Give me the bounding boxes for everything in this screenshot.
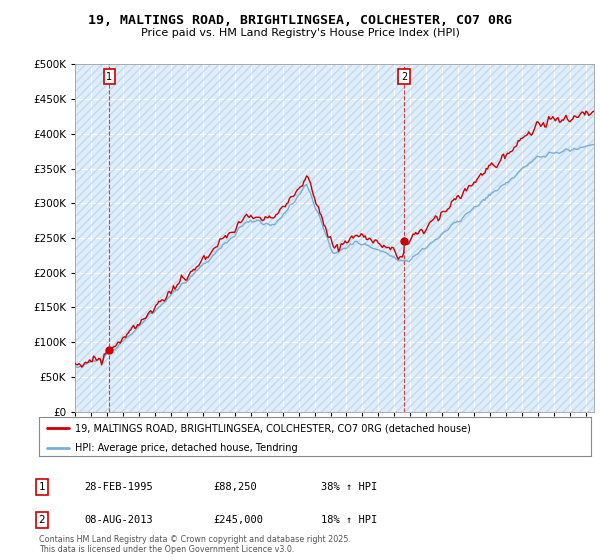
Text: 08-AUG-2013: 08-AUG-2013 — [84, 515, 153, 525]
Text: £88,250: £88,250 — [213, 482, 257, 492]
Text: 1: 1 — [38, 482, 46, 492]
Text: £245,000: £245,000 — [213, 515, 263, 525]
Text: 38% ↑ HPI: 38% ↑ HPI — [321, 482, 377, 492]
Text: 1: 1 — [106, 72, 113, 82]
Text: 2: 2 — [401, 72, 407, 82]
Text: 19, MALTINGS ROAD, BRIGHTLINGSEA, COLCHESTER, CO7 0RG (detached house): 19, MALTINGS ROAD, BRIGHTLINGSEA, COLCHE… — [75, 423, 471, 433]
Text: 18% ↑ HPI: 18% ↑ HPI — [321, 515, 377, 525]
Text: 28-FEB-1995: 28-FEB-1995 — [84, 482, 153, 492]
Text: Contains HM Land Registry data © Crown copyright and database right 2025.
This d: Contains HM Land Registry data © Crown c… — [39, 535, 351, 554]
Text: Price paid vs. HM Land Registry's House Price Index (HPI): Price paid vs. HM Land Registry's House … — [140, 28, 460, 38]
Text: 19, MALTINGS ROAD, BRIGHTLINGSEA, COLCHESTER, CO7 0RG: 19, MALTINGS ROAD, BRIGHTLINGSEA, COLCHE… — [88, 14, 512, 27]
Text: 2: 2 — [38, 515, 46, 525]
Text: HPI: Average price, detached house, Tendring: HPI: Average price, detached house, Tend… — [75, 443, 298, 453]
